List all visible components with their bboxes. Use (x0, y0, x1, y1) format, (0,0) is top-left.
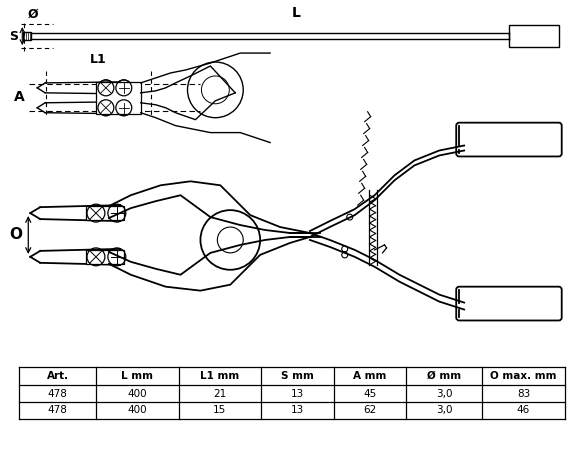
Text: 478: 478 (48, 389, 68, 399)
Bar (23, 32, 32, 40)
Text: 400: 400 (127, 405, 147, 415)
Text: 15: 15 (213, 405, 227, 415)
Text: A: A (13, 90, 25, 104)
Text: L: L (291, 6, 300, 20)
Text: 3,0: 3,0 (436, 405, 453, 415)
Text: L1 mm: L1 mm (200, 371, 239, 381)
Text: A mm: A mm (353, 371, 387, 381)
Text: O max. mm: O max. mm (490, 371, 557, 381)
Text: O: O (9, 227, 22, 242)
Text: 45: 45 (363, 389, 377, 399)
Bar (509, 25, 559, 47)
Text: 478: 478 (48, 405, 68, 415)
Text: S: S (9, 30, 18, 43)
Bar (86, 250, 124, 264)
Text: 13: 13 (291, 405, 304, 415)
Text: 62: 62 (363, 405, 377, 415)
Text: L mm: L mm (121, 371, 153, 381)
Bar (86, 206, 124, 220)
FancyBboxPatch shape (456, 123, 562, 156)
Text: 400: 400 (127, 389, 147, 399)
Text: 3,0: 3,0 (436, 389, 453, 399)
Text: S mm: S mm (281, 371, 314, 381)
Text: 13: 13 (291, 389, 304, 399)
Text: L1: L1 (90, 53, 107, 66)
FancyBboxPatch shape (456, 287, 562, 320)
Text: 46: 46 (517, 405, 530, 415)
Text: Ø mm: Ø mm (427, 371, 461, 381)
Text: 83: 83 (517, 389, 530, 399)
Text: Art.: Art. (47, 371, 69, 381)
Bar (96, 82, 141, 114)
Text: 21: 21 (213, 389, 227, 399)
Text: Ø: Ø (27, 7, 38, 20)
